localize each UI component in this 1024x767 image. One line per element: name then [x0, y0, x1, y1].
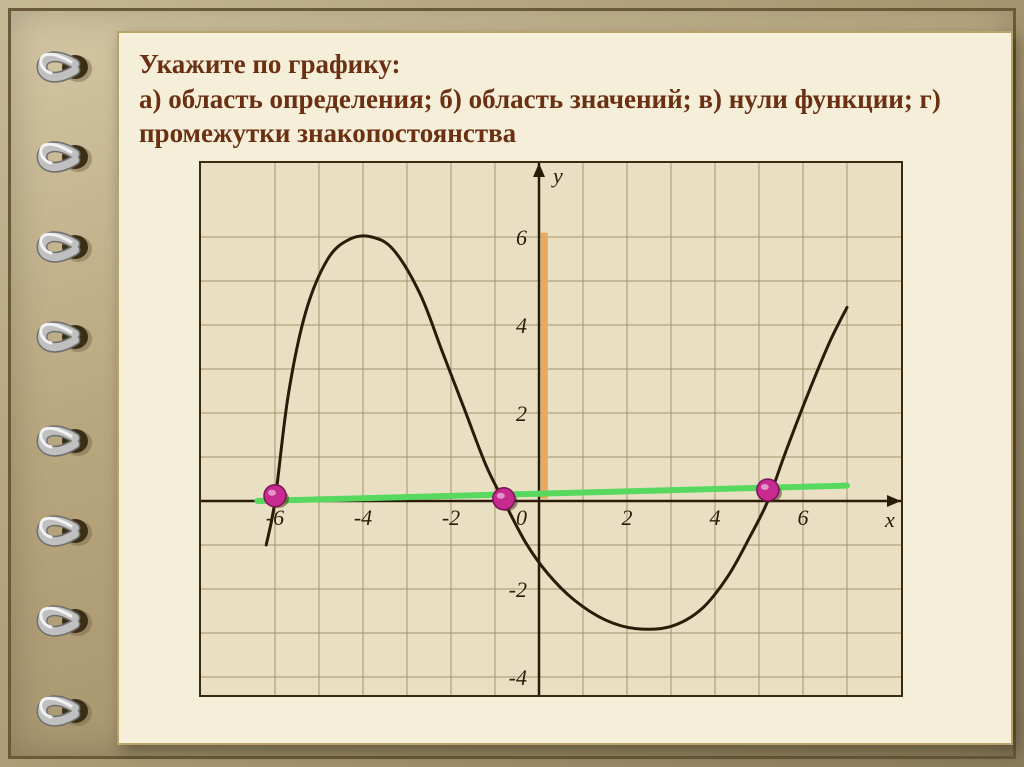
svg-text:-4: -4 — [509, 665, 527, 690]
outer-frame: Укажите по графику: а) область определен… — [8, 8, 1016, 759]
svg-text:2: 2 — [622, 505, 633, 530]
task-line1: Укажите по графику: — [139, 49, 401, 79]
svg-text:4: 4 — [516, 313, 527, 338]
svg-text:6: 6 — [516, 225, 527, 250]
slide: Укажите по графику: а) область определен… — [117, 31, 1013, 745]
svg-text:-2: -2 — [442, 505, 460, 530]
function-chart: -6-4-2246-4-22460xy — [201, 163, 901, 695]
svg-text:4: 4 — [710, 505, 721, 530]
svg-text:x: x — [884, 507, 895, 532]
chart-container: -6-4-2246-4-22460xy — [199, 161, 903, 697]
svg-text:-2: -2 — [509, 577, 527, 602]
binder-rings — [11, 11, 97, 756]
svg-text:-4: -4 — [354, 505, 372, 530]
svg-text:2: 2 — [516, 401, 527, 426]
svg-text:y: y — [551, 163, 563, 188]
task-text: Укажите по графику: а) область определен… — [139, 47, 995, 151]
svg-text:6: 6 — [798, 505, 809, 530]
task-line2: а) область определения; б) область значе… — [139, 84, 941, 149]
